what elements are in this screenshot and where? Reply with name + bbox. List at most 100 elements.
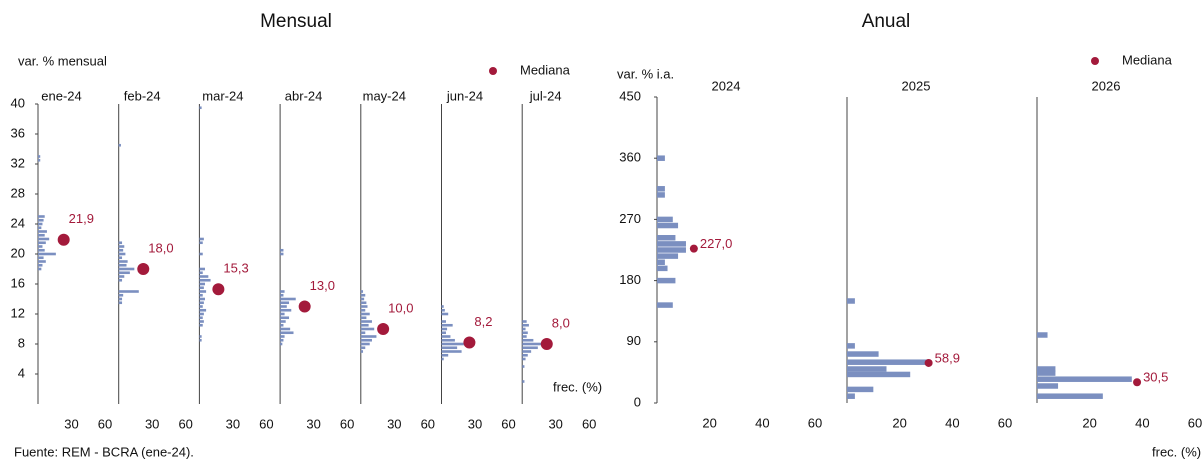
y-tick-label: 0 (634, 394, 641, 409)
bar (522, 350, 532, 353)
median-dot (463, 336, 476, 349)
median-label: 227,0 (700, 236, 733, 251)
bar (657, 186, 665, 192)
median-label: 15,3 (223, 261, 248, 276)
x-tick-label: 30 (387, 416, 401, 431)
legend-label: Mediana (1122, 52, 1173, 67)
bar (441, 353, 449, 357)
bar (199, 297, 205, 301)
bar (199, 252, 203, 256)
panel-title: 2026 (1092, 78, 1121, 93)
y-tick-label: 28 (11, 185, 25, 200)
x-tick-label: 30 (306, 416, 320, 431)
bar (38, 260, 46, 263)
bar (118, 241, 123, 245)
bar (360, 320, 372, 323)
median-dot (57, 233, 70, 246)
median-label: 21,9 (69, 211, 94, 226)
y-tick-label: 32 (11, 155, 25, 170)
panel-title: mar-24 (202, 88, 243, 103)
bar (199, 275, 209, 278)
bar (38, 233, 45, 237)
bar (118, 275, 125, 278)
chart-title: Anual (862, 11, 911, 32)
bar (199, 320, 204, 323)
bar (280, 290, 285, 293)
x-tick-label: 60 (1188, 415, 1202, 430)
panel-title: jul-24 (529, 88, 562, 103)
bar (441, 305, 444, 308)
bar (118, 301, 123, 305)
median-label: 8,2 (474, 314, 492, 329)
bar (199, 271, 203, 275)
median-label: 8,0 (552, 315, 570, 330)
bar (280, 308, 292, 312)
y-tick-label: 8 (18, 335, 25, 350)
y-tick-label: 450 (619, 88, 641, 103)
bar (280, 248, 284, 252)
bar (360, 338, 372, 342)
bar (360, 346, 366, 350)
bar (38, 252, 56, 256)
x-tick-label: 30 (548, 416, 562, 431)
bar (38, 245, 43, 248)
bar (38, 237, 50, 241)
bar (199, 338, 202, 342)
median-dot (377, 323, 390, 335)
bar (38, 267, 42, 271)
bar (441, 308, 445, 312)
x-tick-label: 30 (64, 416, 78, 431)
x-tick-label: 40 (1135, 415, 1149, 430)
bar (657, 259, 665, 265)
bar (657, 253, 679, 259)
bar (199, 305, 203, 308)
bar (199, 312, 204, 316)
source-note: Fuente: REM - BCRA (ene-24). (14, 444, 194, 459)
bar (360, 350, 364, 353)
bar (38, 218, 44, 222)
bar (1037, 383, 1059, 389)
bar (847, 386, 874, 393)
bar (847, 393, 855, 399)
bar (280, 301, 290, 305)
bar (280, 312, 285, 316)
bar (441, 312, 449, 316)
x-tick-label: 60 (340, 416, 354, 431)
y-tick-label: 20 (11, 245, 25, 260)
bar (38, 226, 42, 230)
bar (522, 335, 527, 338)
bar (199, 290, 207, 293)
y-tick-label: 180 (619, 272, 641, 287)
bar (360, 331, 366, 335)
bar (657, 155, 665, 161)
y-axis-label: var. % mensual (18, 53, 107, 68)
bar (522, 357, 526, 361)
bar (657, 216, 673, 223)
x-tick-label: 60 (421, 416, 435, 431)
bar (280, 327, 291, 331)
bar (118, 252, 126, 256)
bar (1037, 376, 1132, 382)
bar (522, 346, 538, 350)
bar (441, 346, 458, 350)
bar (441, 338, 455, 342)
panel-title: may-24 (363, 88, 406, 103)
x-tick-label: 30 (468, 416, 482, 431)
bar (38, 263, 43, 267)
bar (280, 293, 284, 297)
bar (118, 293, 124, 297)
bar (847, 298, 855, 304)
bar (657, 192, 665, 198)
legend-marker (1091, 57, 1099, 65)
x-tick-label: 60 (178, 416, 192, 431)
median-dot (924, 358, 933, 367)
bar (38, 222, 43, 226)
bar (199, 316, 203, 320)
panel-title: 2025 (902, 78, 931, 93)
bar (360, 323, 369, 327)
bar (441, 342, 464, 346)
bar (360, 327, 375, 331)
bar (199, 237, 204, 241)
x-tick-label: 40 (945, 415, 959, 430)
bar (522, 323, 529, 327)
